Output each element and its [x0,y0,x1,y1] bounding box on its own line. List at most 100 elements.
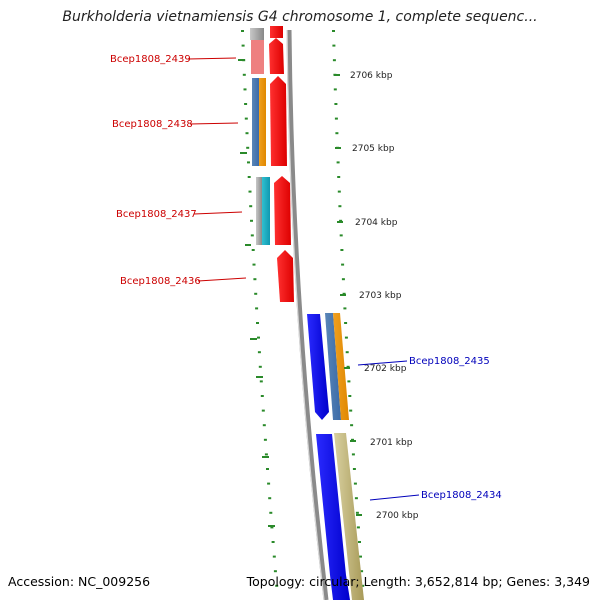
backbone-ring [286,29,329,600]
tick-dot [336,161,340,164]
tick-dot [335,132,339,135]
tick-dot [337,190,341,193]
tick-dot [264,453,268,456]
tick-dot [339,219,343,222]
tick-dot [252,263,256,266]
tick-dot [334,103,338,105]
tick-dot [334,117,338,120]
tick-dot [268,497,272,500]
tick-dot [347,380,351,383]
reverse-features [325,313,364,600]
gene-leader-line [193,211,243,215]
tick-dot [243,88,247,91]
gene-labels: Bcep1808_2439 Bcep1808_2438 Bcep1808_243… [110,54,502,501]
tick-dot [247,161,250,164]
gene-label: Bcep1808_2435 [409,356,490,367]
backbone-highlight [286,29,325,600]
tick-dot [348,395,352,397]
tick-dot [249,205,253,208]
tick-dot [271,541,275,543]
outer-tick-ring [332,30,365,587]
tick-dot [332,44,336,47]
scale-major-ticks [238,59,362,527]
tick-dot [259,380,263,383]
tick-dot [275,584,279,587]
tick-dot [346,365,350,368]
scale-tick-label: 2700 kbp [376,511,419,521]
scale-labels: 2706 kbp 2705 kbp 2704 kbp 2703 kbp 2702… [350,71,419,521]
tick-dot [337,176,341,178]
tick-dot [356,526,360,529]
tick-dot [344,336,348,339]
tick-dot [263,438,267,441]
feature-block [333,313,349,420]
map-title: Burkholderia vietnamiensis G4 chromosome… [62,9,538,25]
gene-arrow [274,176,291,245]
feature-block [251,40,264,74]
tick-dot [358,541,361,543]
tick-dot [266,468,269,470]
scale-tick-label: 2705 kbp [352,144,395,154]
feature-block [252,78,259,166]
tick-dot [340,249,344,251]
tick-dot [338,205,342,208]
tick-dot [267,482,271,485]
tick-dot [250,219,253,222]
gene-arrow [270,76,287,166]
tick-dot [257,351,261,354]
forward-genes [269,26,294,302]
tick-dot [272,555,276,558]
tick-dot [332,30,335,32]
tick-dot [349,409,353,412]
tick-dot [333,88,337,91]
gene-arrow [270,26,283,38]
tick-dot [273,570,277,573]
scale-tick-label: 2702 kbp [364,364,407,374]
tick-dot [242,73,246,76]
gene-label: Bcep1808_2439 [110,54,191,65]
gene-label: Bcep1808_2434 [421,490,502,501]
tick-dot [247,176,251,178]
tick-dot [245,132,249,135]
feature-block [334,433,364,600]
accession-text: Accession: NC_009256 [8,574,151,589]
tick-dot [244,117,248,120]
tick-dot [258,365,262,368]
summary-text: Topology: circular; Length: 3,652,814 bp… [246,574,590,589]
tick-dot [250,234,254,237]
tick-dot [350,424,354,427]
tick-dot [241,30,244,32]
tick-dot [248,190,252,193]
tick-dot [360,570,364,573]
tick-dot [255,307,259,310]
gene-arrow [316,434,350,600]
tick-dot [270,526,274,529]
forward-features [250,28,270,245]
tick-dot [332,59,336,62]
tick-dot [261,409,265,412]
tick-dot [355,511,359,514]
gene-leader-line [369,494,420,501]
feature-block [250,28,264,40]
tick-dot [253,278,257,281]
tick-dot [359,555,362,558]
gene-label: Bcep1808_2437 [116,209,197,220]
tick-dot [361,584,365,587]
gene-leader-line [197,277,247,282]
tick-dot [351,453,355,456]
tick-dot [354,497,358,500]
tick-dot [254,292,258,295]
tick-dot [251,249,255,251]
gene-arrow [307,314,329,420]
feature-block [259,78,266,166]
scale-tick-label: 2703 kbp [359,291,402,301]
gene-leader-line [187,57,237,60]
tick-dot [341,263,345,266]
gene-label: Bcep1808_2438 [112,119,193,130]
tick-dot [342,292,346,295]
gene-leader-line [357,360,408,366]
feature-block [262,177,270,245]
feature-block [256,177,262,245]
gene-label: Bcep1808_2436 [120,276,201,287]
